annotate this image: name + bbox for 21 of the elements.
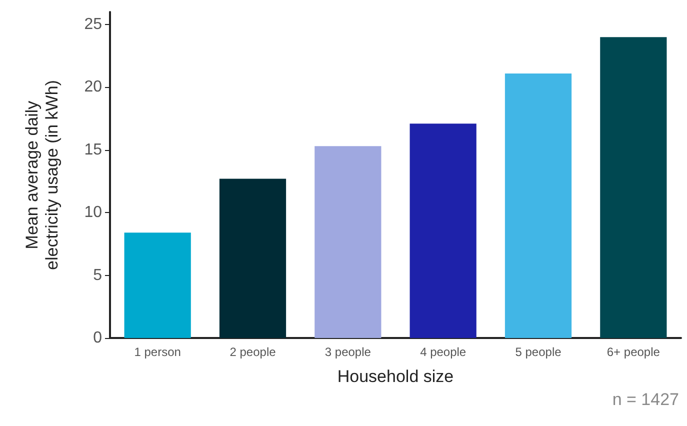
y-tick-label: 0 <box>93 330 102 346</box>
y-tick-label: 20 <box>84 78 102 96</box>
bar <box>410 124 476 338</box>
bar <box>600 37 667 338</box>
y-axis-title: Mean average daily electricity usage (in kWh) <box>22 80 62 270</box>
bar <box>124 232 191 338</box>
y-tick-label: 25 <box>84 16 102 34</box>
x-tick-label: 2 people <box>230 345 276 359</box>
x-tick-label: 1 person <box>134 345 181 359</box>
y-tick-label: 5 <box>93 266 102 284</box>
x-axis-title: Household size <box>337 367 454 386</box>
bar <box>314 146 382 338</box>
bar <box>504 73 572 338</box>
x-tick-label: 5 people <box>515 345 562 359</box>
x-tick-label: 4 people <box>420 345 466 359</box>
bar <box>219 178 286 338</box>
x-tick-label: 6+ people <box>606 345 660 359</box>
y-tick-label: 15 <box>84 141 102 158</box>
text: n = 1427 <box>612 390 680 409</box>
y-tick-label: 10 <box>84 204 102 222</box>
x-tick-label: 3 people <box>324 345 372 359</box>
